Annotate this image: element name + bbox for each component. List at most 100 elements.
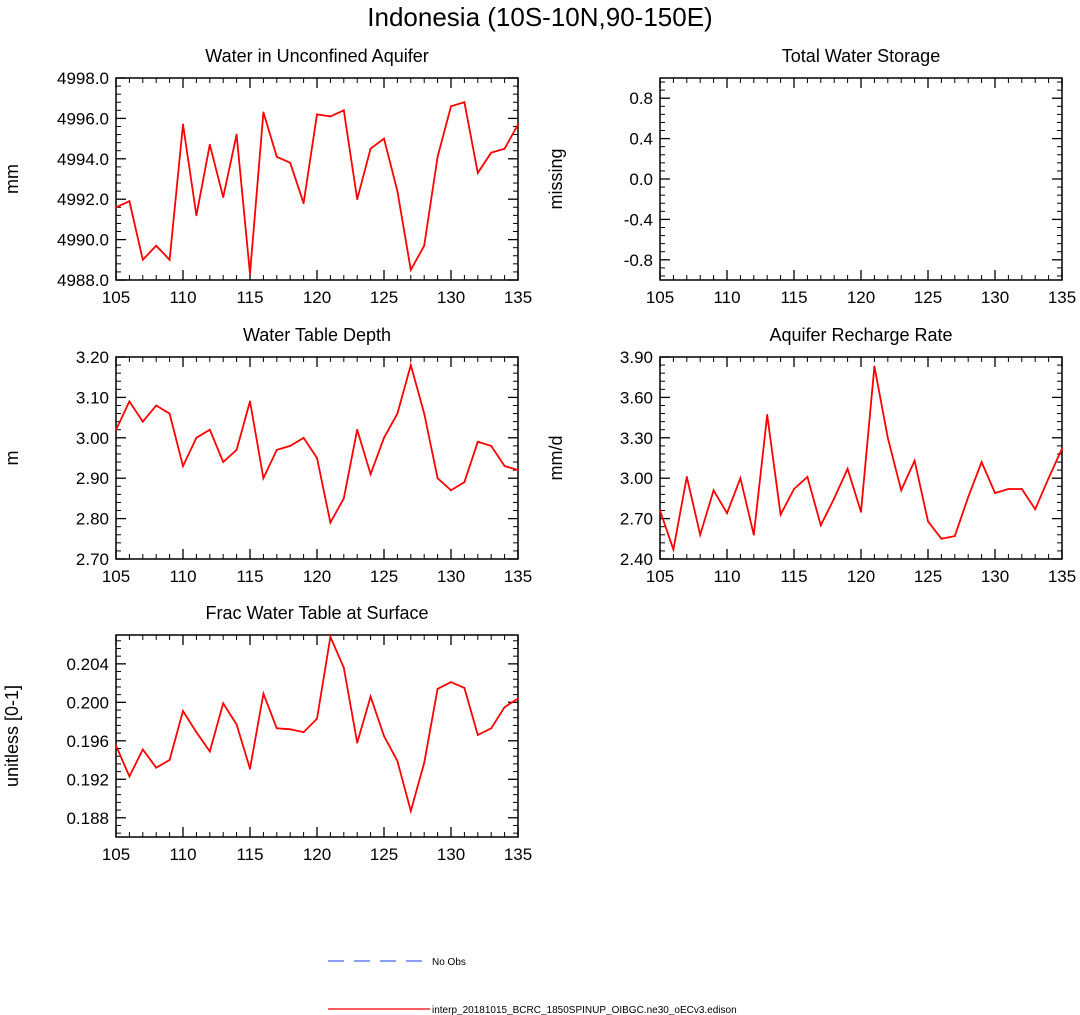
data-point [141,258,144,261]
page-title: Indonesia (10S-10N,90-150E) [367,2,712,32]
data-point [685,475,688,478]
x-tick-label: 120 [847,567,875,586]
x-tick-label: 135 [504,845,532,864]
series-line [115,361,519,526]
y-tick-label: 0.204 [66,655,109,674]
series-line [115,633,519,815]
x-tick-label: 110 [169,288,196,307]
data-point [316,113,318,116]
y-tick-label: 3.60 [620,388,653,407]
x-tick-label: 130 [981,567,1009,586]
data-point [517,123,519,126]
legend-model-label: interp_20181015_BCRC_1850SPINUP_OIBGC.ne… [432,1005,737,1015]
data-point [369,147,372,150]
data-point [517,697,519,700]
y-tick-label: 4988.0 [57,271,109,290]
panel-aquifer-recharge-rate: Aquifer Recharge Rate mm/d 105 110 115 120 125… [546,325,1076,586]
data-point [302,202,305,205]
x-tick-label: 120 [303,845,331,864]
y-tick-label: 3.00 [76,429,109,448]
y-tick-label: 4998.0 [57,69,109,88]
x-tick-label: 110 [169,567,196,586]
y-tick-label: -0.8 [624,251,653,270]
data-point [342,497,345,500]
x-tick-label: 130 [437,288,465,307]
data-point [503,147,506,150]
y-tick-label: 4990.0 [57,231,109,250]
panel-title: Aquifer Recharge Rate [769,325,952,345]
legend: No Obs interp_20181015_BCRC_1850SPINUP_O… [328,957,737,1015]
data-point [423,762,426,764]
panel-water-table-depth: Water Table Depth m 105 110 115 120 125 130 135 2… [2,325,532,586]
y-tick-label: 3.90 [620,348,653,367]
data-point [289,444,292,447]
data-point [806,475,809,478]
y-tick-label: 0.0 [629,170,653,189]
data-point [490,151,493,154]
data-point [886,436,889,439]
data-point [275,727,278,730]
x-tick-label: 115 [780,288,807,307]
data-point [168,258,171,261]
y-tick-label: 3.20 [76,348,109,367]
data-point [659,509,661,512]
data-point [994,492,996,494]
data-point [275,155,278,158]
x-tick-label: 135 [504,288,532,307]
data-point [316,457,318,459]
data-point [819,524,822,527]
data-point [793,488,795,490]
y-tick-label: 2.70 [620,510,653,529]
x-tick-label: 125 [370,288,398,307]
data-point [450,489,452,492]
panel-title: Water Table Depth [243,325,391,345]
x-tick-label: 110 [713,567,740,586]
y-tick-label: -0.4 [624,210,653,229]
x-tick-label: 125 [914,567,942,586]
data-point [953,535,956,538]
x-tick-label: 105 [102,567,130,586]
data-point [182,465,184,467]
data-point [369,695,372,698]
data-point [503,465,506,467]
x-tick-label: 125 [370,567,398,586]
data-point [115,206,117,209]
panel-frac-water-table-surface: Frac Water Table at Surface unitless [0-1… [2,603,532,864]
data-point [302,436,305,439]
data-point [208,143,211,146]
data-point [235,133,238,136]
y-tick-label: 0.200 [66,693,109,712]
data-point [436,687,439,690]
y-tick-label: 0.8 [629,89,653,108]
data-point [128,200,131,203]
y-axis-label: missing [546,148,566,209]
data-point [262,692,265,695]
data-point [195,436,198,439]
data-point [342,109,345,112]
data-point [289,161,292,164]
data-point [1007,488,1010,490]
data-point [222,196,225,199]
x-tick-label: 115 [780,567,807,586]
data-point [208,428,211,431]
x-tick-label: 105 [102,288,130,307]
y-tick-label: 0.188 [66,809,109,828]
data-point [409,269,412,271]
data-point [356,198,359,201]
x-tick-label: 105 [646,288,674,307]
data-point [128,775,131,778]
data-point [396,760,399,762]
x-tick-label: 135 [504,567,532,586]
y-tick-label: 0.4 [629,130,653,149]
data-point [249,273,251,275]
data-point [383,436,385,439]
data-point [927,520,929,523]
data-point [208,750,211,753]
x-tick-label: 115 [236,288,263,307]
y-axis-label: unitless [0-1] [2,685,22,787]
data-point [712,489,715,492]
data-point [155,766,158,769]
x-tick-label: 130 [981,288,1009,307]
plot-frame [659,356,1063,560]
